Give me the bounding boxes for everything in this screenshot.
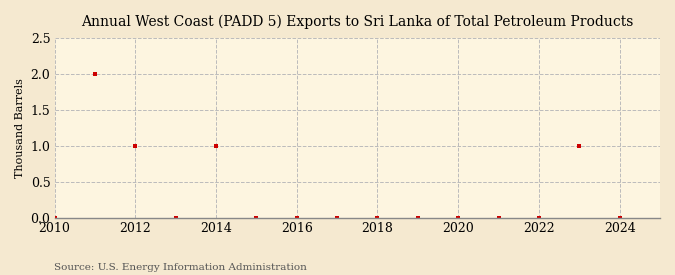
Text: Source: U.S. Energy Information Administration: Source: U.S. Energy Information Administ… [54,263,307,272]
Title: Annual West Coast (PADD 5) Exports to Sri Lanka of Total Petroleum Products: Annual West Coast (PADD 5) Exports to Sr… [81,15,633,29]
Y-axis label: Thousand Barrels: Thousand Barrels [15,78,25,178]
